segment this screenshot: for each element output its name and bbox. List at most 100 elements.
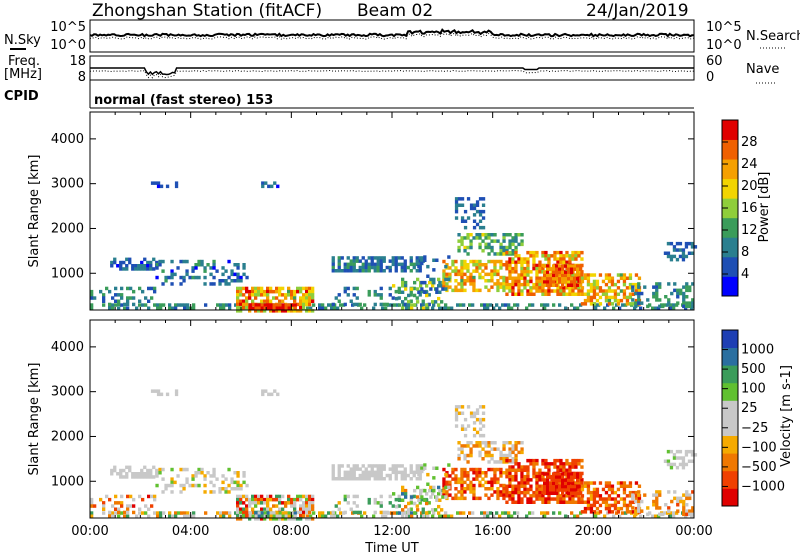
velocity-cell — [490, 447, 494, 451]
velocity-cell — [576, 472, 580, 476]
power-cell — [355, 269, 359, 273]
velocity-cell — [655, 496, 659, 501]
power-cell — [337, 259, 341, 263]
velocity-cell — [281, 507, 285, 511]
velocity-cell — [493, 447, 497, 451]
velocity-cell — [412, 473, 416, 478]
velocity-cell — [299, 513, 303, 518]
power-cell — [564, 277, 568, 281]
power-cell — [343, 262, 347, 267]
power-cell — [624, 303, 628, 307]
velocity-cell — [523, 478, 527, 482]
velocity-cell — [489, 511, 493, 515]
velocity-cell — [290, 497, 294, 502]
velocity-cell — [361, 477, 365, 481]
power-cell — [293, 289, 297, 294]
power-cell — [666, 303, 670, 307]
velocity-cell — [376, 501, 380, 505]
power-cell — [111, 296, 115, 300]
velocity-cell — [496, 477, 500, 481]
velocity-cell — [579, 485, 583, 489]
power-cell — [415, 256, 419, 260]
velocity-cell — [579, 491, 583, 495]
power-cell — [502, 275, 506, 280]
power-cell — [442, 272, 446, 277]
power-cell — [236, 263, 240, 267]
velocity-cell — [442, 480, 446, 485]
velocity-cell — [667, 506, 671, 510]
power-cell — [493, 233, 497, 237]
power-cell — [514, 249, 518, 253]
power-cell — [564, 264, 568, 268]
power-cell — [415, 296, 419, 300]
velocity-cell — [236, 494, 240, 499]
power-cell — [580, 302, 585, 306]
velocity-cell — [401, 498, 405, 502]
velocity-cell — [194, 483, 198, 488]
power-cell — [400, 265, 404, 270]
velocity-cell — [466, 487, 470, 491]
power-cell — [404, 287, 408, 291]
velocity-cell — [583, 500, 588, 504]
velocity-cell — [227, 490, 231, 494]
velocity-cell — [502, 447, 506, 451]
velocity-cell — [523, 484, 527, 488]
velocity-cell — [146, 468, 150, 473]
power-cell — [631, 292, 636, 296]
velocity-cell — [499, 490, 503, 494]
power-cell — [490, 249, 494, 253]
velocity-cell — [340, 464, 344, 468]
velocity-cell — [245, 507, 249, 511]
velocity-cell — [242, 507, 246, 511]
velocity-cell — [358, 473, 362, 478]
velocity-cell — [526, 474, 530, 479]
velocity-cell — [278, 514, 282, 518]
velocity-cell — [475, 408, 480, 412]
power-cell — [658, 285, 662, 289]
power-cell — [690, 306, 694, 310]
velocity-cell — [143, 475, 147, 479]
velocity-cell — [135, 514, 139, 518]
power-cell — [373, 302, 377, 307]
velocity-cell — [284, 511, 288, 515]
power-cell — [440, 300, 444, 304]
power-cell — [592, 286, 597, 290]
power-cell — [102, 303, 106, 307]
power-cell — [367, 256, 371, 260]
velocity-cell — [576, 491, 580, 495]
velocity-cell — [561, 481, 565, 486]
velocity-cell — [535, 458, 539, 463]
power-cell — [532, 282, 536, 287]
velocity-cell — [444, 514, 448, 518]
power-cell — [466, 275, 470, 280]
velocity-cell — [302, 507, 306, 511]
power-cell — [239, 289, 243, 294]
power-cell — [682, 291, 686, 296]
velocity-cell — [639, 514, 643, 518]
velocity-cell — [432, 485, 436, 490]
velocity-cell — [655, 506, 659, 510]
power-cell — [460, 275, 464, 280]
velocity-cell — [416, 495, 420, 499]
velocity-cell — [311, 504, 315, 508]
power-cell — [589, 282, 594, 287]
power-cell — [409, 256, 413, 260]
velocity-cell — [299, 517, 303, 521]
velocity-cell — [666, 511, 670, 515]
power-cell — [472, 269, 476, 273]
power-cell — [529, 250, 533, 255]
power-cell — [191, 269, 195, 273]
velocity-cell — [305, 517, 309, 521]
velocity-cell — [376, 464, 380, 468]
power-cell — [290, 309, 294, 313]
velocity-cell — [236, 474, 240, 478]
velocity-cell — [553, 458, 557, 463]
power-cell — [423, 255, 427, 259]
power-cell — [113, 260, 117, 265]
velocity-cell — [119, 468, 123, 473]
velocity-cell — [186, 511, 190, 515]
power-cell — [239, 275, 243, 280]
power-cell — [349, 259, 353, 263]
power-cell — [561, 270, 565, 275]
velocity-cell — [457, 453, 461, 458]
